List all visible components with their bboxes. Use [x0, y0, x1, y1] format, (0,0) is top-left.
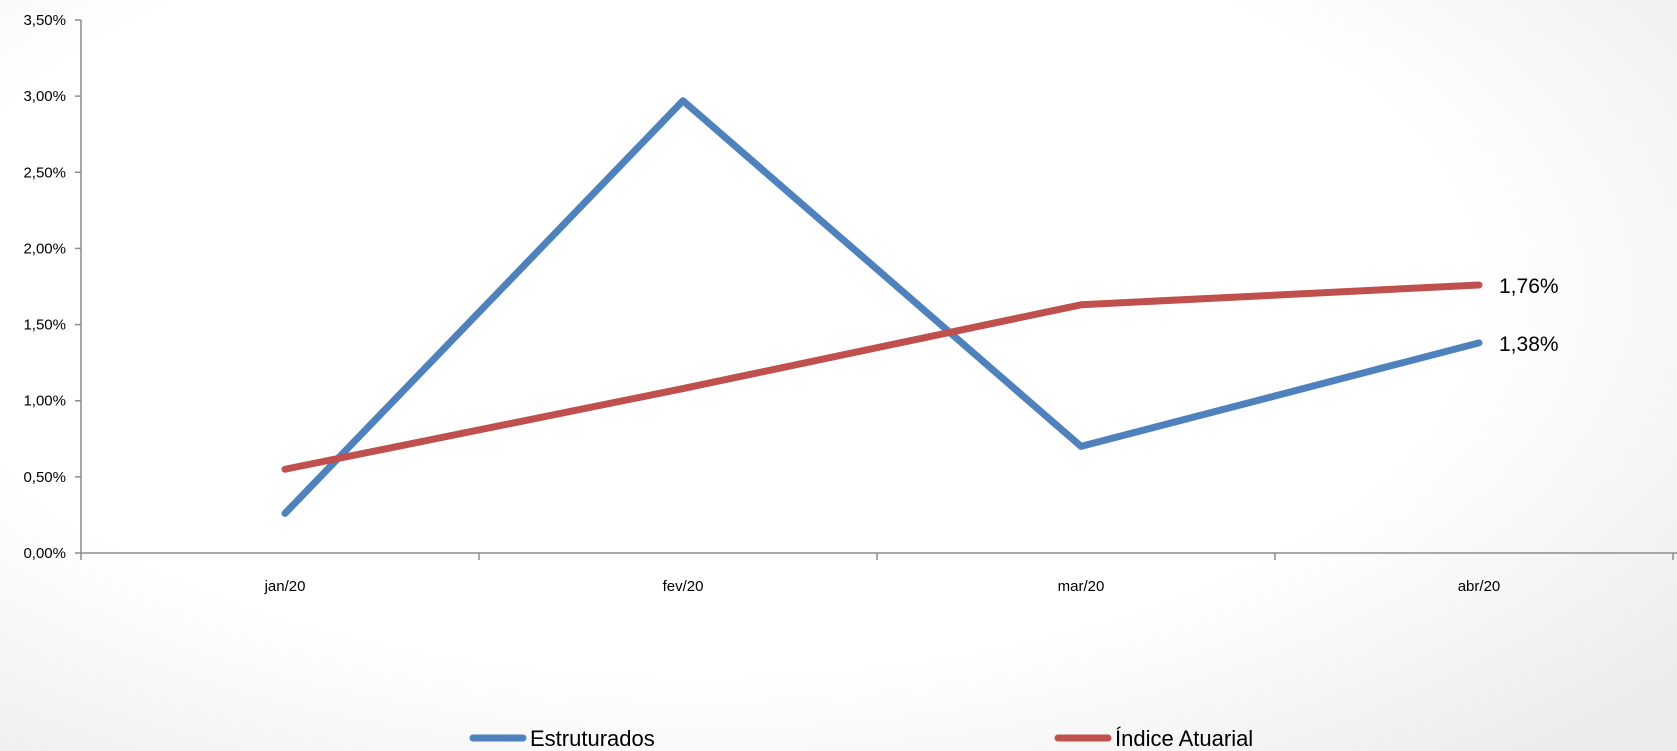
legend-label-1: Índice Atuarial — [1115, 726, 1253, 751]
x-tick-label: mar/20 — [1058, 578, 1105, 595]
data-label-0: 1,38% — [1499, 333, 1559, 356]
x-tick-label: fev/20 — [663, 578, 704, 595]
x-tick-label: abr/20 — [1458, 578, 1501, 595]
y-tick-label: 3,50% — [23, 12, 66, 29]
data-label-1: 1,76% — [1499, 275, 1559, 298]
chart-legend: Estruturados Índice Atuarial — [469, 726, 1253, 751]
y-tick-label: 0,00% — [23, 545, 66, 562]
chart-series-lines — [281, 97, 1483, 517]
y-tick-label: 0,50% — [23, 469, 66, 486]
y-tick-label: 3,00% — [23, 88, 66, 105]
y-tick-label: 1,50% — [23, 317, 66, 334]
x-tick-label: jan/20 — [264, 578, 306, 595]
y-tick-label: 1,00% — [23, 393, 66, 410]
legend-label-0: Estruturados — [530, 726, 655, 751]
y-tick-label: 2,50% — [23, 164, 66, 181]
y-tick-label: 2,00% — [23, 240, 66, 257]
series-line-0 — [281, 97, 1483, 517]
chart-axes: 0,00% 0,50% 1,00% 1,50% 2,00% 2,50% 3,00% 3,50%… — [23, 12, 1677, 595]
series-line-1 — [281, 281, 1483, 473]
chart-data-labels: 1,38% 1,76% — [1499, 275, 1559, 356]
